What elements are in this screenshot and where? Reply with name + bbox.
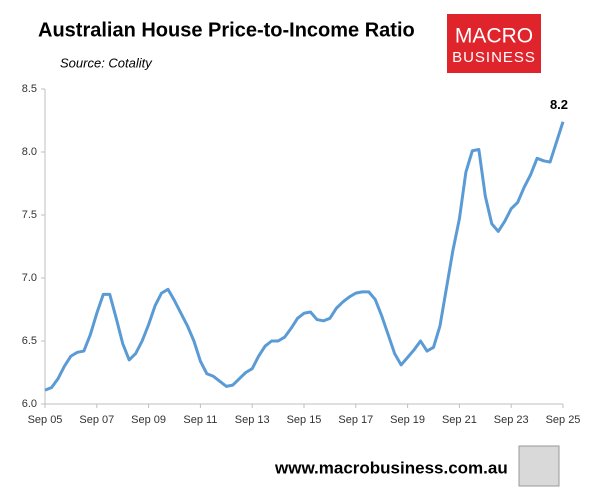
chart-title: Australian House Price-to-Income Ratio: [38, 19, 415, 41]
x-tick-label: Sep 05: [28, 414, 63, 426]
y-tick-label: 6.5: [22, 335, 37, 347]
logo-text: MACRO: [455, 25, 533, 48]
y-tick-label: 8.5: [22, 83, 37, 95]
logo-image: [518, 445, 560, 487]
y-tick-label: 7.0: [22, 272, 37, 284]
x-tick-label: Sep 11: [183, 414, 217, 426]
x-tick-label: Sep 15: [287, 414, 322, 426]
chart-subtitle: Source: Cotality: [60, 55, 153, 70]
line: [44, 121, 565, 392]
x-tick-label: Sep 19: [390, 414, 425, 426]
x-tick-label: Sep 25: [546, 414, 581, 426]
logo-text: BUSINESS: [452, 49, 536, 66]
x-tick-label: Sep 21: [442, 414, 477, 426]
footer-url: www.macrobusiness.com.au: [274, 458, 508, 477]
x-tick-label: Sep 07: [79, 414, 114, 426]
x-tick-label: Sep 09: [131, 414, 166, 426]
y-tick-label: 7.5: [22, 209, 37, 221]
x-tick-label: Sep 23: [494, 414, 529, 426]
y-tick-label: 8.0: [22, 146, 37, 158]
x-tick-label: Sep 17: [338, 414, 373, 426]
logo-box: [447, 14, 541, 73]
y-tick-label: 6.0: [22, 398, 37, 410]
x-tick-label: Sep 13: [235, 414, 270, 426]
data-label: 8.2: [550, 97, 568, 112]
